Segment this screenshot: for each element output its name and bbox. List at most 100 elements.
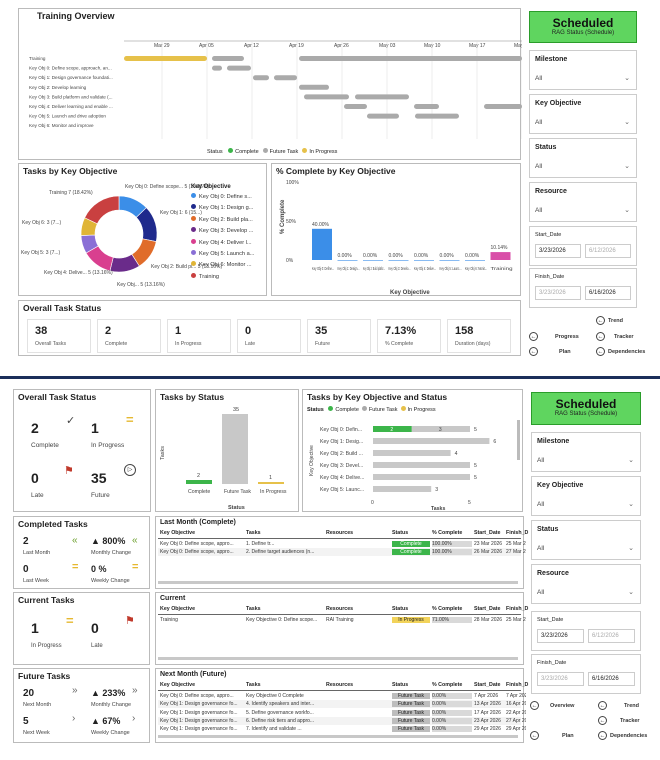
gantt-bar[interactable] — [304, 94, 349, 100]
last-month-title: Last Month (Complete) — [160, 519, 236, 526]
table-row[interactable] — [158, 716, 521, 725]
pct-bar[interactable] — [312, 228, 332, 260]
completed-last-week-label: Last Week — [23, 578, 49, 584]
donut-legend-item[interactable]: Key Obj 6: Monitor ... — [191, 261, 254, 272]
gantt-bar[interactable] — [274, 75, 297, 81]
finish-date-to-bottom[interactable]: 6/16/2026 — [588, 672, 635, 686]
kpi-label: % Complete — [385, 341, 414, 347]
table-row[interactable] — [158, 708, 521, 717]
pct-bar[interactable] — [465, 260, 485, 261]
completed-last-week: 0 — [23, 564, 29, 575]
tbs-bar[interactable] — [258, 482, 284, 484]
filter-status[interactable]: Status All ⌄ — [531, 520, 641, 560]
gantt-bar[interactable] — [367, 113, 399, 119]
start-date-from[interactable]: 3/23/2026 — [535, 244, 581, 258]
table-row[interactable] — [158, 548, 521, 557]
gantt-bar[interactable] — [299, 56, 522, 61]
pct-bar[interactable] — [414, 260, 434, 261]
pct-bar[interactable] — [337, 260, 358, 261]
gantt-bar[interactable] — [299, 84, 329, 90]
nav-progress[interactable]: ← Progress — [529, 332, 579, 341]
current-late: 0 — [91, 620, 99, 636]
table-header: Key Objective — [160, 530, 196, 536]
gantt-date-label: May 17 — [469, 43, 486, 49]
tbs-cat-label: In Progress — [260, 489, 287, 495]
filter-value: All — [537, 501, 545, 508]
scrollbar[interactable] — [158, 657, 518, 660]
start-date-to-bottom[interactable]: 6/12/2026 — [588, 629, 635, 643]
donut-legend-item[interactable]: Key Obj 1: Design g... — [191, 204, 254, 215]
tos-bar-complete[interactable] — [373, 426, 412, 432]
nav-dependencies-bottom[interactable]: ← Dependencies — [598, 731, 648, 740]
pct-bar[interactable] — [439, 260, 460, 261]
filter-status[interactable]: Status All ⌄ — [529, 138, 637, 178]
filter-key-objective[interactable]: Key Objective All ⌄ — [529, 94, 637, 134]
gantt-bar[interactable] — [227, 65, 251, 71]
double-chevron-right-icon: » — [72, 685, 78, 696]
filter-milestone[interactable]: Milestone All ⌄ — [529, 50, 637, 90]
tos-bar-future[interactable] — [373, 438, 490, 444]
filter-resource[interactable]: Resource All ⌄ — [531, 564, 641, 604]
scrollbar[interactable] — [158, 581, 518, 584]
donut-legend-item[interactable]: Key Obj 3: Develop ... — [191, 227, 254, 238]
nav-dependencies[interactable]: ← Dependencies — [596, 347, 646, 356]
gantt-bar[interactable] — [484, 104, 522, 109]
nav-trend-bottom[interactable]: ← Trend — [598, 701, 639, 710]
rag-status-label: RAG Status (Schedule) — [551, 30, 615, 36]
finish-date-from[interactable]: 3/23/2026 — [535, 286, 581, 300]
table-row[interactable] — [158, 540, 521, 548]
table-row[interactable] — [158, 692, 521, 700]
filter-key-objective[interactable]: Key Objective All ⌄ — [531, 476, 641, 516]
tos-bar-future[interactable] — [373, 450, 451, 456]
tbs-bar[interactable] — [222, 414, 248, 484]
pct-bar[interactable] — [388, 260, 409, 261]
donut-legend-item[interactable]: Key Obj 2: Build pla... — [191, 215, 254, 227]
nav-plan[interactable]: ← Plan — [529, 347, 571, 356]
table-header: % Complete — [432, 606, 463, 612]
pct-title: % Complete by Key Objective — [276, 166, 396, 176]
donut-legend-item[interactable]: Key Obj 5: Launch a... — [191, 249, 254, 261]
complete-count: 2 — [31, 420, 39, 436]
gantt-bar[interactable] — [253, 75, 269, 81]
filter-milestone[interactable]: Milestone All ⌄ — [531, 432, 641, 472]
start-date-to[interactable]: 6/12/2026 — [585, 244, 631, 258]
tos-bar-future[interactable] — [373, 462, 470, 468]
gantt-bar[interactable] — [414, 104, 439, 109]
gantt-bar[interactable] — [415, 113, 459, 119]
donut-legend-item[interactable]: Training — [191, 272, 254, 284]
scrollbar[interactable] — [517, 420, 520, 460]
nav-overview[interactable]: ← Overview — [530, 701, 575, 710]
table-row[interactable] — [158, 700, 521, 709]
gantt-bar[interactable] — [344, 104, 367, 109]
pct-bar[interactable] — [363, 260, 383, 261]
table-header: Resources — [326, 606, 354, 612]
nav-tracker[interactable]: ← Tracker — [596, 332, 634, 341]
tos-ylabel: Key Objective — [309, 445, 315, 476]
nav-tracker-bottom[interactable]: ← Tracker — [598, 716, 640, 725]
gantt-bar[interactable] — [355, 94, 409, 100]
nav-plan-bottom[interactable]: ← Plan — [530, 731, 574, 740]
filter-resource[interactable]: Resource All ⌄ — [529, 182, 637, 222]
future-weekly-change-label: Weekly Change — [91, 730, 130, 736]
tos-bar-future[interactable] — [411, 426, 470, 432]
donut-legend-item[interactable]: Key Obj 4: Deliver l... — [191, 238, 254, 250]
tos-bar-future[interactable] — [373, 474, 470, 480]
nav-trend[interactable]: ← Trend — [596, 316, 623, 325]
finish-date-to[interactable]: 6/16/2026 — [585, 286, 631, 300]
tos-bar-future[interactable] — [373, 486, 432, 492]
donut-legend-item[interactable]: Key Obj 0: Define s... — [191, 193, 254, 204]
tbs-bar[interactable] — [186, 480, 212, 484]
gantt-bar[interactable] — [124, 56, 207, 61]
finish-date-from-bottom[interactable]: 3/23/2026 — [537, 672, 584, 686]
scrollbar[interactable] — [158, 735, 518, 738]
table-header: Tasks — [246, 682, 261, 688]
table-row[interactable] — [158, 616, 521, 624]
start-date-from-bottom[interactable]: 3/23/2026 — [537, 629, 584, 643]
pct-bar[interactable] — [490, 252, 511, 260]
gantt-bar[interactable] — [212, 56, 244, 61]
donut-slice[interactable] — [84, 195, 120, 225]
table-row[interactable] — [158, 725, 521, 734]
future-next-month: 20 — [23, 688, 35, 699]
gantt-bar[interactable] — [212, 65, 222, 71]
table-header: Tasks — [246, 606, 261, 612]
